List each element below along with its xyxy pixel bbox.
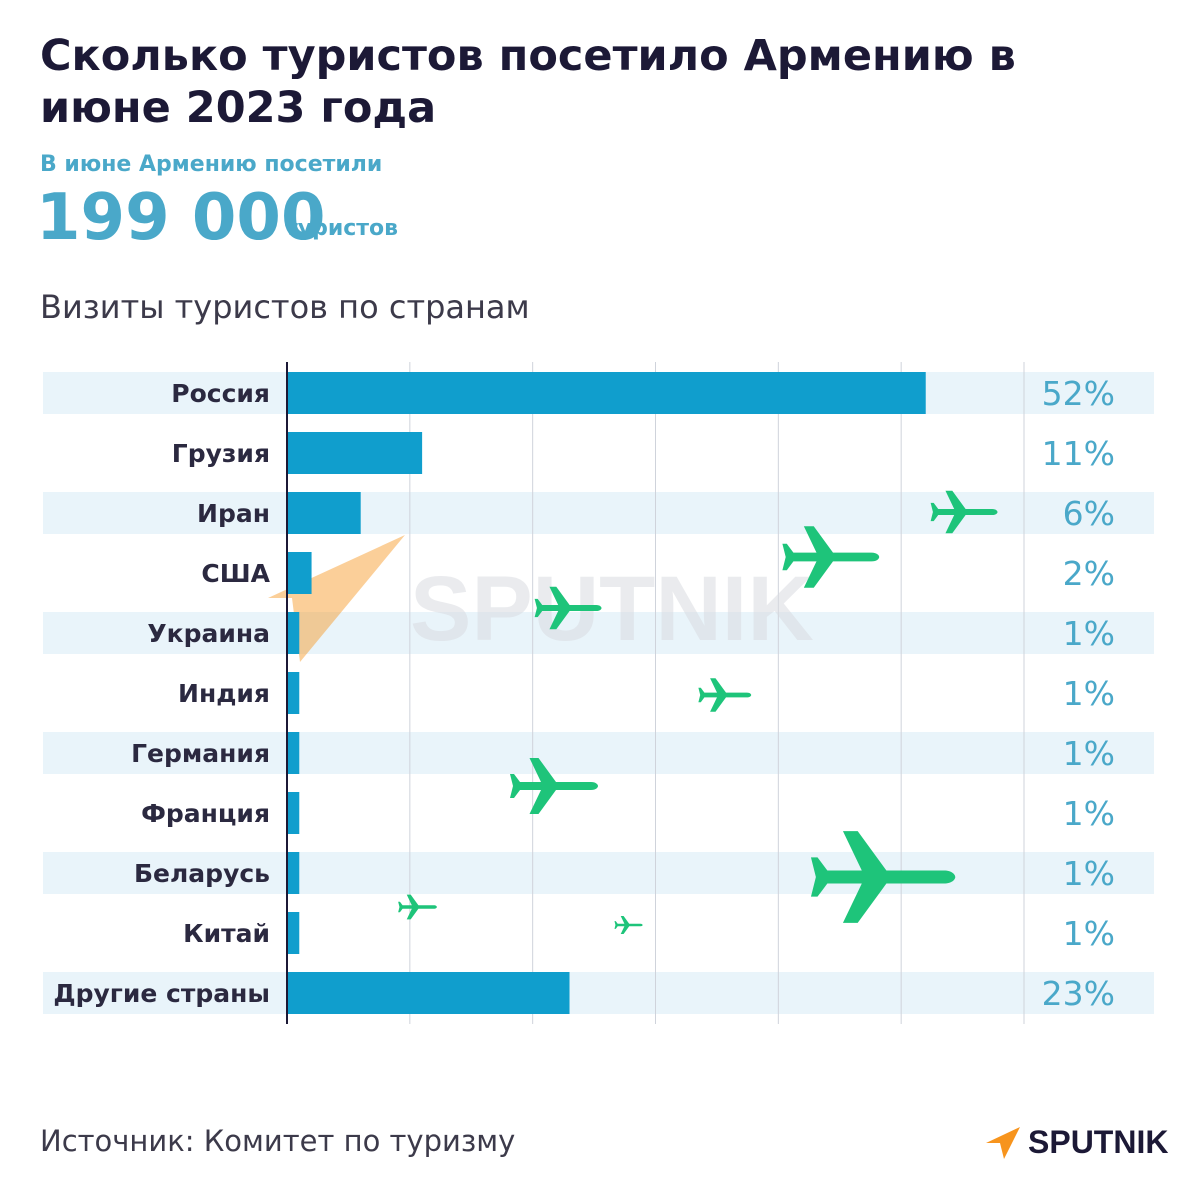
sputnik-logo: SPUTNIK <box>984 1124 1168 1161</box>
airplane-icon <box>534 586 602 630</box>
airplane-icon <box>510 758 598 814</box>
bar-4 <box>287 612 300 654</box>
data-label: 1% <box>1063 614 1115 653</box>
airplane-icon <box>398 894 437 920</box>
category-label: Россия <box>171 379 270 408</box>
source-note: Источник: Комитет по туризму <box>40 1124 516 1158</box>
total-value: 199 000 <box>36 181 326 255</box>
category-label: Франция <box>141 799 270 828</box>
data-label: 2% <box>1063 554 1115 593</box>
data-label: 1% <box>1063 914 1115 953</box>
category-label: Германия <box>131 739 270 768</box>
airplane-icon <box>698 678 752 712</box>
bar-2 <box>287 492 361 534</box>
category-label: Индия <box>178 679 270 708</box>
logo-text: SPUTNIK <box>1028 1124 1169 1160</box>
watermark-logo-icon <box>268 535 405 662</box>
airplane-icon <box>782 526 880 588</box>
data-label: 6% <box>1063 494 1115 533</box>
bar-0 <box>287 372 926 414</box>
category-label: Другие страны <box>53 979 270 1008</box>
category-label: Беларусь <box>134 859 270 888</box>
row-band <box>43 612 1154 654</box>
page-title: Сколько туристов посетило Армению в июне… <box>40 31 1016 133</box>
bar-9 <box>287 912 300 954</box>
watermark-text: SPUTNIK <box>410 558 814 660</box>
bar-7 <box>287 792 300 834</box>
total-caption: В июне Армению посетили <box>40 152 383 177</box>
airplane-icon <box>930 490 998 534</box>
bar-6 <box>287 732 300 774</box>
bar-1 <box>287 432 423 474</box>
airplane-icon <box>810 831 956 923</box>
row-band <box>43 972 1154 1014</box>
row-band <box>43 852 1154 894</box>
bar-10 <box>287 972 570 1014</box>
data-label: 1% <box>1063 854 1115 893</box>
airplane-icon <box>614 916 643 934</box>
data-label: 1% <box>1063 794 1115 833</box>
category-label: Китай <box>183 919 270 948</box>
category-label: Иран <box>197 499 270 528</box>
chart-heading: Визиты туристов по странам <box>40 288 530 326</box>
bar-5 <box>287 672 300 714</box>
data-label: 1% <box>1063 734 1115 773</box>
data-label: 11% <box>1042 434 1115 473</box>
category-label: Украина <box>147 619 270 648</box>
bar-chart: SPUTNIK Россия 52% Грузия 11% Иран 6% США 2% Укра… <box>43 362 1154 1024</box>
data-label: 23% <box>1042 974 1115 1013</box>
total-unit: туристов <box>285 216 399 241</box>
data-label: 52% <box>1042 374 1115 413</box>
category-label: Грузия <box>172 439 270 468</box>
data-label: 1% <box>1063 674 1115 713</box>
bar-8 <box>287 852 300 894</box>
bar-3 <box>287 552 312 594</box>
sputnik-logo-icon <box>986 1126 1020 1159</box>
category-label: США <box>201 559 270 588</box>
row-band <box>43 732 1154 774</box>
